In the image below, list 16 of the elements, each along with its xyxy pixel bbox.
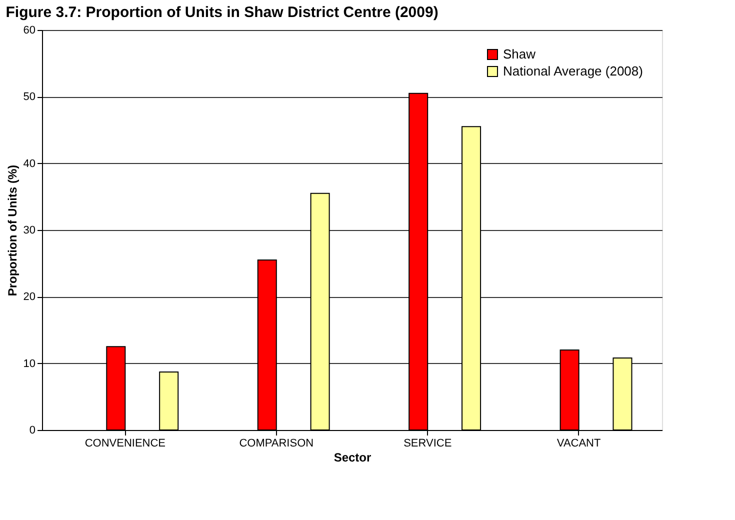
y-tick-label: 20 bbox=[23, 291, 36, 304]
y-tick-label: 10 bbox=[23, 358, 36, 370]
y-tick-label: 40 bbox=[23, 158, 36, 170]
x-tick-label: SERVICE bbox=[404, 438, 452, 450]
x-tick-label: CONVENIENCE bbox=[84, 438, 166, 450]
x-tick-label: COMPARISON bbox=[239, 438, 314, 450]
x-axis-title: Sector bbox=[334, 450, 372, 464]
y-axis-title: Proportion of Units (%) bbox=[5, 164, 20, 296]
chart-title: Figure 3.7: Proportion of Units in Shaw District Centre (2009) bbox=[6, 4, 438, 21]
y-tick-label: 30 bbox=[23, 224, 36, 236]
y-tick-label: 50 bbox=[23, 91, 36, 104]
legend-label: National Average (2008) bbox=[503, 64, 643, 78]
x-tick-label: VACANT bbox=[556, 438, 602, 450]
y-tick-label: 60 bbox=[23, 24, 36, 36]
legend-label: Shaw bbox=[503, 46, 536, 62]
y-tick-label: 0 bbox=[29, 424, 36, 436]
